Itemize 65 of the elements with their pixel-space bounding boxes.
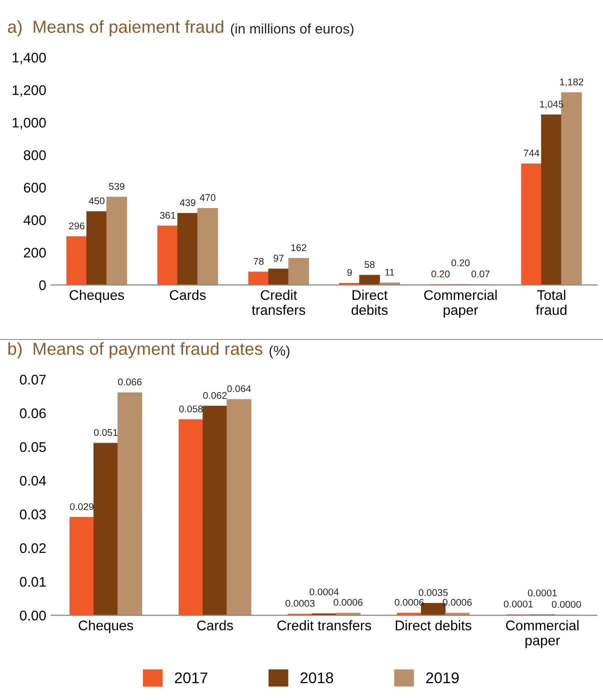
data-label: 1,182 (560, 78, 584, 86)
data-label: 78 (254, 258, 264, 265)
y-tick-label: 200 (24, 248, 46, 258)
x-tick-label: Commercial paper (424, 290, 497, 318)
y-tick-label: 0.06 (20, 408, 46, 418)
x-tick-label: Direct debits (396, 620, 472, 630)
data-label: 0.0001 (504, 600, 533, 608)
data-label: 0.051 (94, 429, 118, 436)
y-tick-label: 0.03 (20, 510, 46, 520)
chart-title: a) Means of paiement fraud (8, 20, 224, 36)
y-tick-label: 0.00 (20, 610, 46, 620)
data-label: 9 (347, 269, 352, 276)
data-label: 361 (160, 212, 176, 219)
data-label: 450 (88, 197, 104, 204)
data-label: 0.029 (70, 503, 94, 510)
y-tick-label: 0.01 (20, 576, 46, 587)
legend-label: 2018 (300, 672, 334, 684)
data-label: 0.20 (451, 259, 470, 266)
data-label: 97 (274, 254, 284, 262)
data-label: 0.0003 (286, 600, 315, 607)
data-label: 744 (524, 150, 540, 156)
data-label: 0.0006 (442, 598, 472, 606)
legend-label: 2019 (426, 672, 459, 684)
data-label: 0.066 (118, 378, 142, 386)
y-tick-label: 1,200 (12, 85, 46, 97)
x-tick-label: Cheques (70, 290, 124, 303)
chart-title: b) Means of payment fraud rates (8, 342, 262, 358)
x-tick-label: Cards (197, 620, 233, 630)
data-label: 11 (385, 268, 394, 276)
data-label: 0.07 (471, 270, 490, 278)
data-label: 0.064 (227, 385, 251, 392)
y-tick-label: 0 (39, 280, 46, 290)
data-label: 470 (200, 194, 216, 202)
y-tick-label: 400 (24, 215, 46, 226)
x-tick-label: Cheques (78, 620, 134, 634)
data-label: 0.062 (203, 392, 227, 399)
data-label: 0.0004 (310, 588, 339, 596)
data-label: 0.0006 (394, 598, 424, 606)
y-tick-label: 800 (24, 150, 46, 160)
y-tick-label: 0.02 (20, 543, 46, 554)
legend-label: 2017 (174, 672, 208, 684)
chart-subtitle: (in millions of euros) (230, 23, 354, 36)
y-tick-label: 600 (24, 182, 46, 193)
chart-subtitle: (%) (270, 345, 290, 358)
data-label: 539 (109, 182, 124, 190)
x-tick-label: Total fraud (536, 290, 566, 315)
x-tick-label: Credit transfers (277, 620, 372, 630)
y-tick-label: 0.04 (20, 476, 46, 486)
data-label: 162 (291, 244, 306, 252)
data-label: 0.0000 (552, 600, 581, 608)
data-label: 0.0006 (334, 598, 363, 606)
y-tick-label: 0.07 (20, 374, 46, 385)
x-tick-label: Cards (170, 290, 206, 300)
data-label: 0.0035 (418, 589, 448, 596)
data-label: 0.0001 (528, 589, 557, 596)
x-tick-label: Credit transfers (252, 290, 306, 315)
data-label: 296 (69, 222, 84, 230)
x-tick-label: Direct debits (352, 290, 388, 315)
y-tick-label: 0.05 (20, 442, 46, 452)
y-tick-label: 1,000 (12, 118, 46, 130)
x-tick-label: Commercial paper (506, 620, 579, 648)
y-tick-label: 1,400 (12, 52, 46, 64)
data-label: 0.20 (431, 270, 450, 278)
data-label: 439 (180, 199, 196, 206)
data-label: 58 (364, 261, 375, 268)
